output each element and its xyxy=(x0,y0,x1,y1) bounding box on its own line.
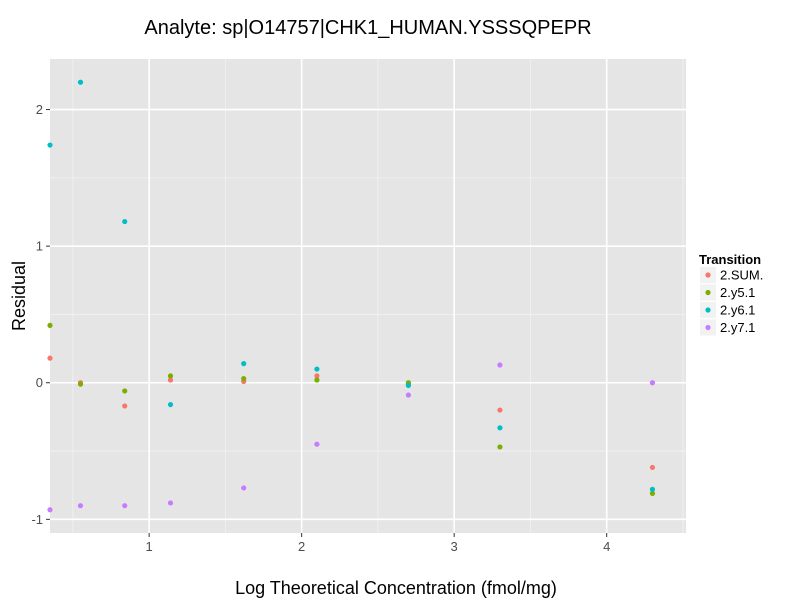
y-axis-title: Residual xyxy=(9,261,29,331)
legend-key-point xyxy=(705,289,711,296)
data-point xyxy=(77,503,84,509)
data-point xyxy=(122,503,128,509)
data-point xyxy=(47,142,53,148)
data-point xyxy=(47,322,53,328)
plot-panel xyxy=(50,59,686,533)
data-point xyxy=(405,382,412,389)
data-point xyxy=(649,486,656,492)
data-point xyxy=(405,392,412,398)
data-point xyxy=(167,373,174,379)
data-point xyxy=(122,403,128,409)
data-point xyxy=(314,377,320,383)
data-point xyxy=(497,407,503,413)
data-points xyxy=(47,79,656,513)
legend-key-point xyxy=(705,272,711,278)
data-point xyxy=(167,500,174,506)
y-tick-label: -1 xyxy=(31,512,43,527)
chart-title: Analyte: sp|O14757|CHK1_HUMAN.YSSSQPEPR xyxy=(144,17,591,39)
grid-minor xyxy=(50,59,686,533)
y-axis-ticks: -1 0 1 2 xyxy=(31,102,50,527)
legend-key-point xyxy=(705,307,711,313)
legend-title: Transition xyxy=(699,252,761,267)
data-point xyxy=(241,361,247,367)
data-point xyxy=(497,425,503,431)
data-point xyxy=(649,490,656,496)
legend: Transition 2.SUM. 2.y5.1 2.y6.1 2.y7.1 xyxy=(699,252,763,336)
legend-key-point xyxy=(705,324,711,331)
y-tick-label: 0 xyxy=(36,375,43,390)
data-point xyxy=(649,464,656,471)
data-point xyxy=(241,485,247,491)
data-point xyxy=(77,79,84,85)
data-point xyxy=(314,366,320,372)
data-point xyxy=(314,441,320,447)
x-tick-label: 3 xyxy=(451,539,458,554)
grid-major xyxy=(50,59,686,533)
y-tick-label: 2 xyxy=(36,102,43,117)
data-point xyxy=(167,401,174,408)
data-point xyxy=(314,373,320,379)
data-point xyxy=(497,362,503,368)
x-tick-label: 2 xyxy=(298,539,305,554)
x-tick-label: 4 xyxy=(603,539,610,554)
data-point xyxy=(122,388,128,394)
x-axis-title: Log Theoretical Concentration (fmol/mg) xyxy=(235,578,557,598)
data-point xyxy=(241,376,247,382)
x-tick-label: 1 xyxy=(146,539,153,554)
data-point xyxy=(47,355,53,361)
y-tick-label: 1 xyxy=(36,239,43,254)
data-point xyxy=(77,381,84,387)
x-axis-ticks: 1 2 3 4 xyxy=(146,533,610,554)
data-point xyxy=(497,444,503,450)
legend-label: 2.y6.1 xyxy=(720,303,755,318)
data-point xyxy=(167,377,174,383)
data-point xyxy=(649,380,656,386)
legend-label: 2.y5.1 xyxy=(720,285,755,300)
data-point xyxy=(47,507,53,513)
data-point xyxy=(122,218,128,225)
legend-label: 2.y7.1 xyxy=(720,320,755,335)
legend-label: 2.SUM. xyxy=(720,268,763,283)
